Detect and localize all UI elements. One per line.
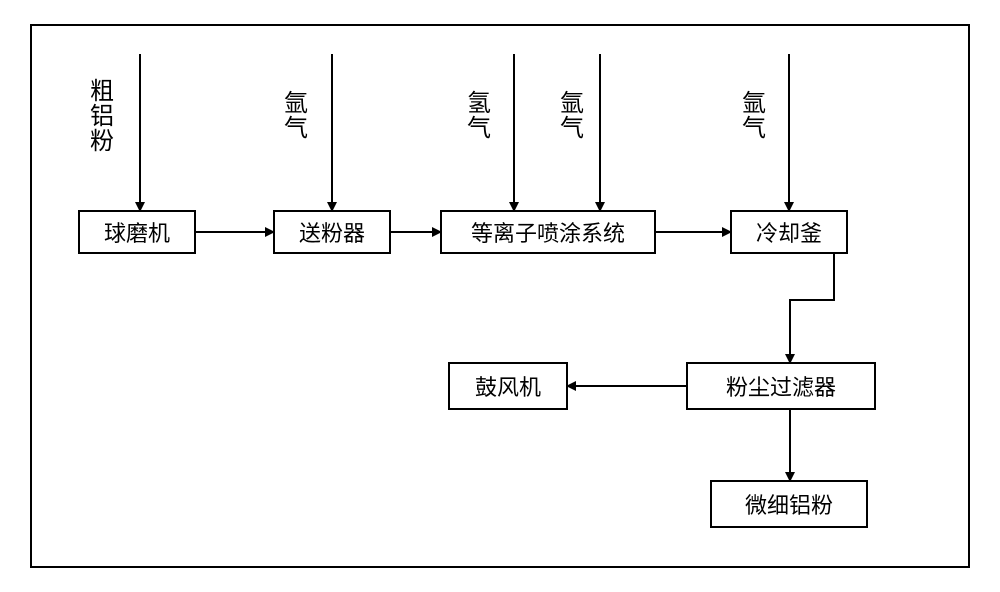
input-label-char: 气: [742, 117, 766, 142]
input-label-char: 氩: [742, 92, 766, 117]
input-label-char: 气: [284, 117, 308, 142]
input-label-coarse-al: 粗铝粉: [90, 80, 114, 156]
node-ball-mill: 球磨机: [78, 210, 196, 254]
node-label: 鼓风机: [475, 370, 541, 402]
input-label-char: 氩: [560, 92, 584, 117]
node-label: 粉尘过滤器: [726, 370, 836, 402]
input-label-argon-3: 氩气: [742, 92, 766, 142]
node-cooling-kettle: 冷却釜: [730, 210, 848, 254]
node-plasma-spray: 等离子喷涂系统: [440, 210, 656, 254]
node-label: 冷却釜: [756, 216, 822, 248]
node-blower: 鼓风机: [448, 362, 568, 410]
input-label-char: 粉: [90, 130, 114, 155]
input-label-char: 氩: [284, 92, 308, 117]
input-label-hydrogen: 氢气: [467, 92, 491, 142]
input-label-char: 铝: [90, 105, 114, 130]
node-label: 微细铝粉: [745, 488, 833, 520]
node-label: 送粉器: [299, 216, 365, 248]
node-label: 球磨机: [104, 216, 170, 248]
node-label: 等离子喷涂系统: [471, 216, 625, 248]
input-label-argon-2: 氩气: [560, 92, 584, 142]
node-fine-al-powder: 微细铝粉: [710, 480, 868, 528]
input-label-char: 气: [467, 117, 491, 142]
input-label-argon-1: 氩气: [284, 92, 308, 142]
input-label-char: 气: [560, 117, 584, 142]
node-dust-filter: 粉尘过滤器: [686, 362, 876, 410]
input-label-char: 粗: [90, 80, 114, 105]
input-label-char: 氢: [467, 92, 491, 117]
node-powder-feeder: 送粉器: [273, 210, 391, 254]
